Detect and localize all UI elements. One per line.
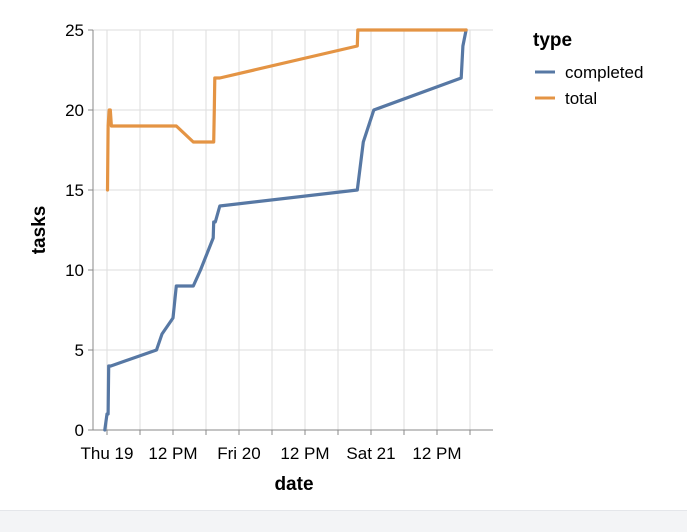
x-tick-label: 12 PM	[148, 444, 197, 463]
x-tick-label: 12 PM	[280, 444, 329, 463]
x-tick-label: Thu 19	[81, 444, 134, 463]
y-tick-label: 0	[75, 421, 84, 440]
x-axis-title: date	[274, 474, 313, 495]
legend: type completed total	[533, 30, 643, 108]
y-tick-label: 20	[65, 101, 84, 120]
legend-label-total: total	[565, 89, 597, 108]
series-lines	[103, 28, 468, 432]
y-axis-title: tasks	[29, 206, 50, 255]
x-tick-label: 12 PM	[412, 444, 461, 463]
legend-title: type	[533, 30, 572, 51]
y-tick-label: 25	[65, 21, 84, 40]
axes: 0 5 10 15 20 25 Thu 19 12 PM Fri 20 12 PM Sat 21 12…	[65, 21, 493, 463]
series-line-completed	[103, 28, 468, 432]
x-tick-label: Fri 20	[217, 444, 260, 463]
legend-items: completed total	[535, 63, 643, 108]
y-tick-label: 10	[65, 261, 84, 280]
legend-label-completed: completed	[565, 63, 643, 82]
footer-band	[0, 510, 687, 532]
x-tick-label: Sat 21	[346, 444, 395, 463]
y-tick-label: 15	[65, 181, 84, 200]
series-line-total	[105, 28, 468, 192]
y-tick-label: 5	[75, 341, 84, 360]
line-chart: 0 5 10 15 20 25 Thu 19 12 PM Fri 20 12 PM Sat 21 12…	[29, 21, 643, 495]
